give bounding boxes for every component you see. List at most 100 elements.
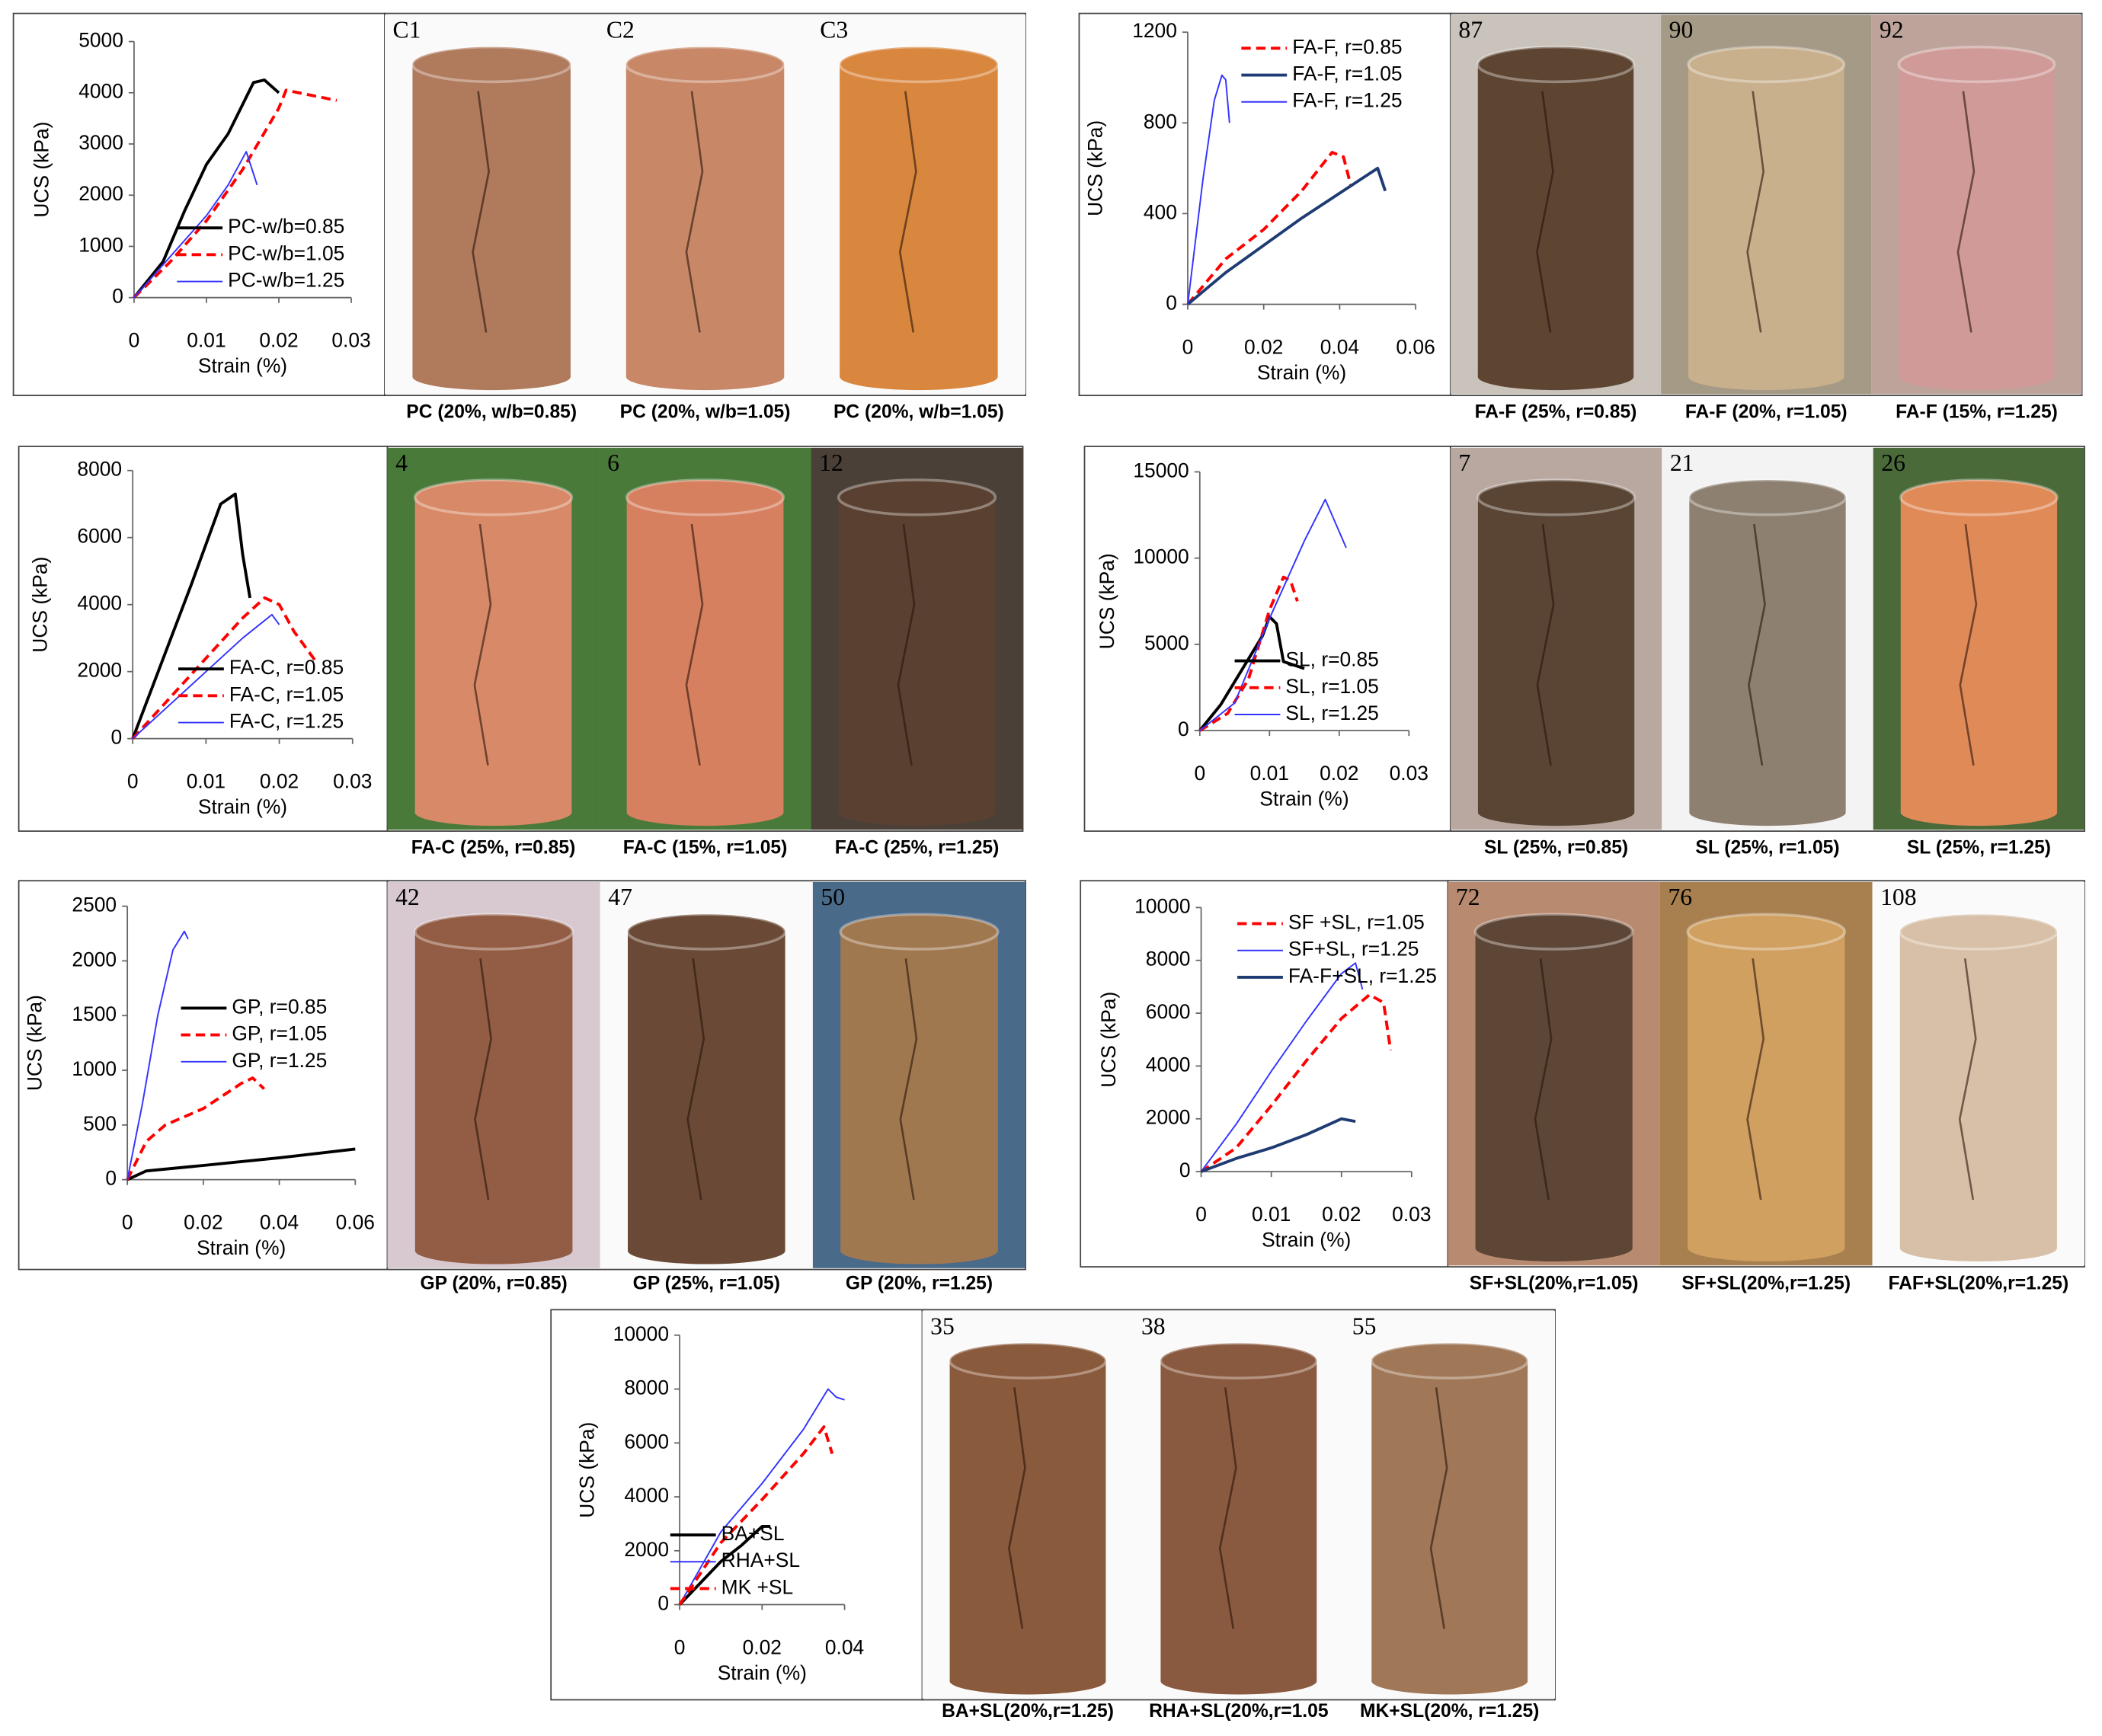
y-tick-label: 1200 [1132,19,1177,42]
y-axis-label: UCS (kPa) [23,995,46,1091]
photo-label: 7 [1458,449,1470,476]
specimen-top [626,913,787,951]
specimen-bottom [1689,798,1846,826]
specimen-body [1688,932,1845,1248]
photo-caption: GP (20%, r=1.25) [846,1273,993,1293]
y-axis-label: UCS (kPa) [1096,553,1118,649]
photo-caption: FAF+SL(20%,r=1.25) [1888,1273,2068,1293]
series-line [133,88,338,299]
specimen-crack [897,523,916,766]
legend-label: FA-C, r=1.05 [229,683,344,705]
specimen-body [1899,932,2057,1248]
specimen-crack [686,958,705,1200]
legend-label: GP, r=1.25 [232,1049,327,1072]
x-tick-label: 0 [1195,1203,1207,1226]
photo-caption: PC (20%, w/b=1.05) [620,402,791,423]
specimen-body [1477,497,1635,813]
photo-label: 55 [1352,1312,1377,1339]
x-tick-label: 0.03 [1392,1203,1431,1226]
series-line [1200,1117,1356,1173]
photo-caption: FA-F (15%, r=1.25) [1896,402,2058,423]
y-tick-label: 8000 [77,458,122,481]
chart-frame [18,446,389,832]
specimen-body [1371,1360,1528,1681]
x-tick-label: 0.02 [1322,1203,1361,1226]
series-line [1200,993,1393,1173]
y-tick-label: 3000 [78,131,123,154]
specimen-crack [1536,523,1555,766]
series-line [678,1425,834,1606]
photo-caption: SL (25%, r=1.05) [1695,837,1839,858]
photo-caption: FA-C (15%, r=1.05) [623,837,788,858]
specimen-bottom [414,798,572,826]
specimen-top [1370,1341,1529,1380]
x-tick-label: 0.03 [331,329,370,352]
specimen-crack [1956,91,1976,333]
x-tick-label: 0.02 [259,329,298,352]
series-line [133,151,258,299]
specimen-crack [473,523,492,766]
y-tick-label: 800 [1144,110,1177,133]
series-line [1186,166,1387,305]
x-tick-label: 0.01 [1252,1203,1291,1226]
legend-label: SF +SL, r=1.05 [1288,911,1425,934]
y-tick-label: 10000 [1134,894,1190,917]
specimen-bottom [949,1667,1106,1695]
series-line [132,613,280,740]
specimen-body [949,1360,1106,1681]
legend-label: GP, r=1.05 [232,1022,327,1045]
x-tick-label: 0 [1182,336,1194,359]
photo-caption: PC (20%, w/b=0.85) [406,402,577,423]
y-tick-label: 6000 [624,1430,669,1453]
photo-label: 38 [1141,1312,1166,1339]
specimen-top [1688,478,1848,516]
specimen-body [1689,497,1846,813]
x-tick-label: 0 [127,770,139,793]
x-tick-label: 0.03 [1390,762,1429,785]
photo-label: 76 [1668,884,1692,910]
chart-frame [1083,446,1451,832]
specimen-bottom [1477,798,1635,826]
specimen-bottom [1477,363,1634,391]
series-line [678,1525,771,1606]
series-line [126,930,189,1180]
legend-label: SF+SL, r=1.25 [1288,938,1419,961]
x-axis-label: Strain (%) [198,354,287,377]
specimen-top [1897,45,2056,84]
y-tick-label: 2500 [72,894,117,916]
chart-frame [12,12,386,397]
y-tick-label: 8000 [1146,948,1191,970]
x-tick-label: 0.02 [1244,336,1283,359]
x-axis-label: Strain (%) [718,1661,807,1684]
x-tick-label: 0.06 [336,1211,375,1234]
legend-label: SL, r=0.85 [1285,648,1378,671]
specimen-body [625,64,785,377]
y-tick-label: 6000 [77,525,122,548]
specimen-bottom [414,1237,573,1264]
photo-caption: SL (25%, r=1.25) [1907,837,2051,858]
specimen-bottom [1475,1234,1633,1262]
specimen-top [1687,45,1846,84]
specimen-bottom [1899,363,2055,391]
photo-label: 4 [395,449,408,476]
chart-frame [1078,12,1451,397]
x-tick-label: 0.02 [260,770,299,793]
specimen-top [1159,1341,1319,1380]
y-tick-label: 2000 [1146,1106,1191,1129]
photo-caption: SF+SL(20%,r=1.25) [1681,1273,1851,1293]
y-tick-label: 0 [1166,291,1177,314]
specimen-crack [474,958,492,1200]
chart-frame [550,1309,923,1701]
y-tick-label: 2000 [624,1538,669,1561]
specimen-crack [1959,523,1978,766]
legend-label: BA+SL [721,1522,785,1545]
specimen-crack [1218,1387,1237,1629]
specimen-top [625,478,785,516]
x-axis-label: Strain (%) [197,1236,286,1259]
y-tick-label: 0 [657,1592,669,1615]
specimen-top [413,478,574,516]
legend-label: FA-F, r=1.05 [1292,62,1402,85]
legend-label: RHA+SL [721,1549,800,1571]
x-tick-label: 0.04 [260,1211,299,1234]
x-tick-label: 0 [1194,762,1205,785]
